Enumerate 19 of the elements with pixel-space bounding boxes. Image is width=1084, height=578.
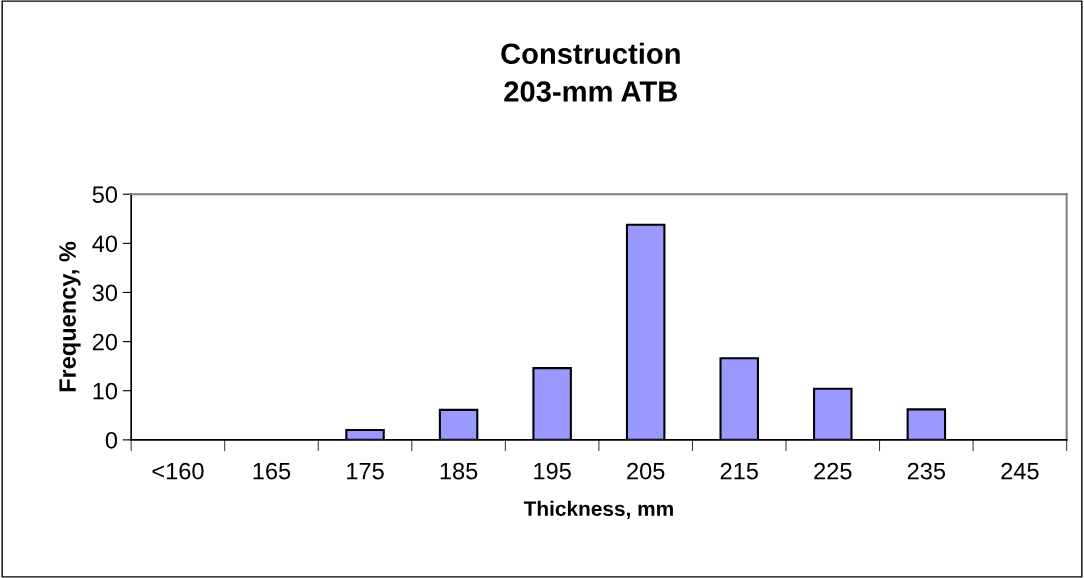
y-tick-label: 40 — [92, 235, 118, 253]
y-tick-label: 50 — [92, 186, 118, 203]
x-tick-label: 185 — [440, 462, 478, 480]
x-tick-label: 215 — [720, 462, 758, 480]
x-tick-label: 225 — [814, 462, 852, 480]
y-axis-title: Frequency, % — [59, 241, 81, 392]
x-tick-label: 235 — [907, 462, 946, 480]
y-tick-label: 0 — [105, 431, 118, 449]
y-tick-label: 30 — [92, 284, 118, 302]
x-axis-title: Thickness, mm — [523, 500, 673, 520]
x-tick-label: 165 — [253, 462, 291, 480]
x-tick-label: 175 — [347, 462, 384, 480]
chart-title: Construction 203-mm ATB — [501, 42, 680, 102]
y-tick-label: 20 — [92, 333, 118, 351]
x-tick-label: <160 — [152, 462, 204, 480]
x-tick-label: 195 — [534, 462, 571, 480]
y-tick-label: 10 — [93, 382, 118, 400]
x-tick-label: 245 — [1001, 462, 1039, 480]
x-tick-label: 205 — [627, 462, 665, 480]
